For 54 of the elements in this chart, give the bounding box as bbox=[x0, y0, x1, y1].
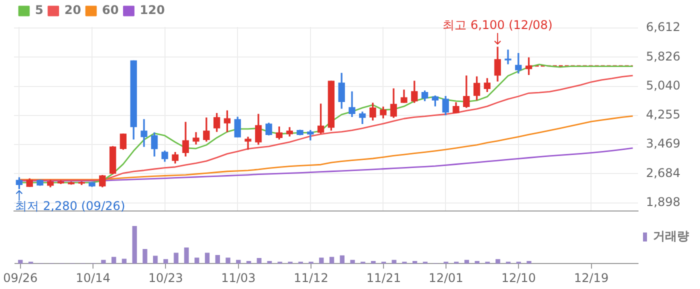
bar bbox=[174, 252, 178, 264]
y-tick-label: 1,898 bbox=[646, 195, 680, 210]
bar bbox=[18, 260, 23, 264]
bar bbox=[474, 261, 480, 264]
annotation: 최고 6,100 (12/08) bbox=[442, 18, 553, 32]
x-tick-label: 12/01 bbox=[428, 270, 464, 285]
bar bbox=[184, 247, 189, 264]
legend-label: 20 bbox=[64, 3, 82, 18]
y-tick-label: 6,612 bbox=[646, 20, 680, 34]
x-tick-label: 09/26 bbox=[3, 270, 38, 285]
bar bbox=[101, 260, 106, 264]
bar bbox=[340, 255, 345, 264]
bar bbox=[350, 260, 355, 264]
x-tick-label: 11/12 bbox=[294, 270, 328, 285]
bar bbox=[246, 261, 252, 264]
candlestick bbox=[504, 50, 512, 64]
bar bbox=[122, 258, 127, 264]
annotation: 최저 2,280 (09/26) bbox=[15, 198, 126, 213]
bar bbox=[153, 256, 158, 264]
legend-label: 120 bbox=[140, 3, 165, 18]
y-tick-label: 2,684 bbox=[646, 166, 680, 180]
bar bbox=[392, 260, 396, 264]
bar bbox=[329, 256, 334, 264]
bar bbox=[132, 226, 137, 264]
bar bbox=[256, 258, 262, 264]
legend-label: 5 bbox=[35, 3, 44, 18]
x-tick-label: 12/19 bbox=[574, 270, 609, 285]
candlestick bbox=[68, 182, 75, 185]
bar bbox=[236, 260, 241, 264]
bar bbox=[412, 261, 418, 264]
bar bbox=[215, 255, 220, 264]
bar bbox=[142, 248, 148, 264]
bar bbox=[464, 260, 470, 264]
x-tick-label: 10/23 bbox=[148, 270, 184, 285]
bar bbox=[267, 261, 272, 264]
bar bbox=[194, 258, 200, 264]
x-tick-label: 10/14 bbox=[76, 270, 110, 285]
bar bbox=[111, 256, 116, 264]
bar bbox=[370, 261, 376, 264]
legend-label: 60 bbox=[102, 3, 119, 18]
bar bbox=[496, 259, 500, 264]
bar bbox=[204, 252, 210, 264]
bar bbox=[226, 258, 230, 264]
legend-label: 거래량 bbox=[653, 229, 689, 244]
bar bbox=[319, 258, 324, 264]
y-tick-label: 4,255 bbox=[646, 108, 680, 122]
x-tick-label: 11/03 bbox=[221, 270, 256, 285]
y-tick-label: 3,469 bbox=[646, 136, 680, 151]
y-tick-label: 5,040 bbox=[646, 78, 680, 92]
x-tick-label: 11/21 bbox=[366, 270, 401, 285]
bar bbox=[163, 259, 168, 264]
bar bbox=[526, 261, 532, 264]
y-tick-label: 5,826 bbox=[646, 49, 680, 64]
x-tick-label: 12/10 bbox=[501, 270, 536, 285]
